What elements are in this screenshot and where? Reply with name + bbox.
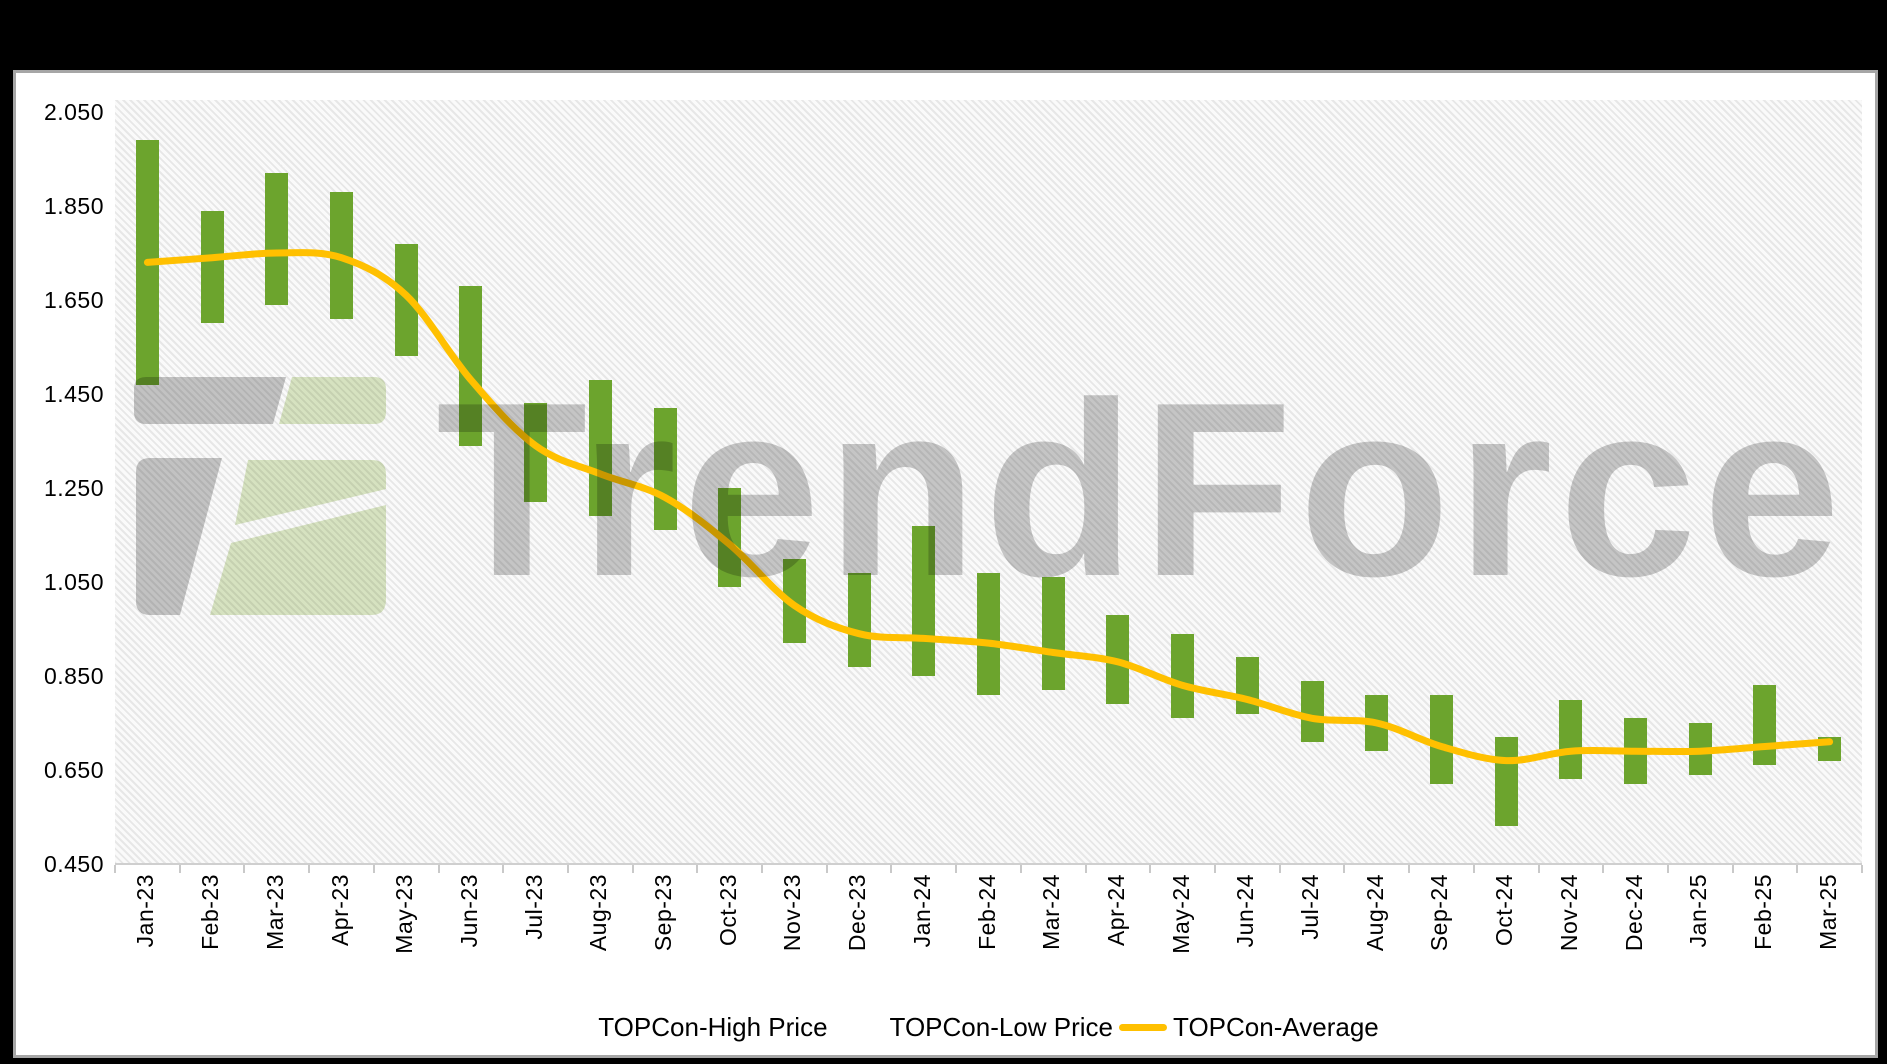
plot-area <box>115 100 1862 864</box>
price-range-bar <box>524 403 548 503</box>
x-axis-tick <box>825 865 828 873</box>
x-axis-tick-label: Oct-23 <box>714 874 741 947</box>
x-axis-tick <box>178 865 181 873</box>
legend-label-average: TOPCon-Average <box>1173 1011 1379 1042</box>
x-axis-tick <box>1019 865 1022 873</box>
price-range-bar <box>265 173 289 305</box>
average-line <box>143 249 1834 765</box>
x-axis-tick <box>890 865 893 873</box>
trendforce-logo-watermark <box>134 377 386 615</box>
y-axis-tick-label: 1.250 <box>43 475 104 501</box>
x-axis-tick-label: Apr-23 <box>326 874 353 947</box>
x-axis-tick <box>1149 865 1152 873</box>
x-axis-tick <box>1731 865 1734 873</box>
x-axis-tick-label: Feb-24 <box>973 874 1000 950</box>
legend: TOPCon-High Price TOPCon-Low Price TOPCo… <box>115 1007 1862 1047</box>
price-range-bar <box>459 285 483 446</box>
x-axis-tick <box>1214 865 1216 873</box>
legend-label-low: TOPCon-Low Price <box>889 1011 1114 1042</box>
x-axis-tick <box>1343 865 1346 873</box>
x-axis-tick-label: Mar-23 <box>261 874 288 950</box>
x-axis-tick <box>1408 865 1411 873</box>
x-axis-tick-label: Jul-23 <box>520 874 547 940</box>
x-axis-tick <box>1666 865 1669 873</box>
y-axis-tick-label: 1.650 <box>43 287 104 313</box>
x-axis-tick-label: Jan-24 <box>908 874 935 948</box>
x-axis-line <box>115 863 1862 865</box>
x-axis-tick <box>243 865 246 873</box>
x-axis-tick-label: Feb-25 <box>1749 874 1776 950</box>
x-axis-tick <box>1278 865 1281 873</box>
price-range-bar <box>782 558 806 644</box>
x-axis-tick <box>1084 865 1087 873</box>
price-range-bar <box>1429 694 1453 785</box>
x-axis-tick-label: Jan-25 <box>1685 874 1712 948</box>
x-axis-tick <box>566 865 569 873</box>
x-axis-tick <box>114 865 116 873</box>
x-axis-tick <box>437 865 440 873</box>
x-axis-tick-label: Apr-24 <box>1102 874 1129 947</box>
x-axis-tick <box>1796 865 1799 873</box>
legend-spacer <box>834 1027 884 1028</box>
y-axis-tick-label: 1.450 <box>43 381 104 407</box>
x-axis-tick-label: Jan-23 <box>132 874 159 948</box>
price-range-bar <box>1171 633 1195 719</box>
y-axis-tick-label: 0.850 <box>43 663 104 689</box>
x-axis-tick <box>502 865 505 873</box>
x-axis-tick-label: Jun-24 <box>1232 874 1259 948</box>
legend-label-high: TOPCon-High Price <box>598 1011 828 1042</box>
x-axis-tick-label: Jun-23 <box>455 874 482 948</box>
x-axis-tick <box>1472 865 1475 873</box>
price-range-bar <box>200 210 224 324</box>
x-axis-tick-label: Aug-23 <box>585 874 612 952</box>
price-range-bar <box>1559 699 1583 780</box>
x-axis-tick-label: Jul-24 <box>1297 874 1323 940</box>
x-axis-tick-label: Sep-24 <box>1426 874 1453 952</box>
chart-panel: 2.050 1.850 1.650 1.450 1.250 1.050 0.850 0.650… <box>13 70 1878 1058</box>
x-axis-tick-label: Aug-24 <box>1361 874 1388 952</box>
y-axis-tick-label: 0.650 <box>43 757 104 783</box>
trendforce-text-watermark: TrendForce <box>436 350 1847 628</box>
x-axis-tick-label: Mar-24 <box>1038 874 1065 950</box>
x-axis-tick <box>696 865 699 873</box>
x-axis-tick <box>372 865 375 873</box>
x-axis-tick-label: May-23 <box>391 874 418 954</box>
price-range-bar <box>718 488 742 587</box>
price-range-bar <box>1300 680 1324 742</box>
x-axis-tick-label: Dec-23 <box>844 874 871 952</box>
x-axis-tick <box>1861 865 1863 873</box>
x-axis-tick-label: Sep-23 <box>650 874 676 952</box>
x-axis-tick <box>955 865 958 873</box>
price-range-bar <box>847 572 871 667</box>
y-axis-tick-label: 2.050 <box>43 99 104 125</box>
y-axis-tick-label: 1.050 <box>43 569 104 595</box>
x-axis-tick <box>761 865 763 873</box>
x-axis-tick-label: May-24 <box>1167 874 1194 954</box>
x-axis-tick <box>1602 865 1605 873</box>
x-axis-tick-label: Nov-23 <box>779 874 806 952</box>
x-axis-tick-label: Feb-23 <box>197 874 224 950</box>
legend-average-line-icon <box>1119 1023 1168 1031</box>
x-axis-tick-label: Oct-24 <box>1491 874 1518 947</box>
x-axis-tick-label: Mar-25 <box>1814 874 1841 950</box>
x-axis-tick-label: Nov-24 <box>1555 874 1582 952</box>
x-axis-tick-label: Dec-24 <box>1620 874 1647 952</box>
price-range-bar <box>1041 577 1065 691</box>
y-axis-tick-label: 0.450 <box>43 851 104 877</box>
price-range-bar <box>588 379 612 517</box>
x-axis-tick <box>631 865 634 873</box>
y-axis-tick-label: 1.850 <box>43 193 104 219</box>
x-axis-tick <box>1537 865 1540 873</box>
x-axis-tick <box>308 865 311 873</box>
price-range-bar <box>977 572 1000 695</box>
